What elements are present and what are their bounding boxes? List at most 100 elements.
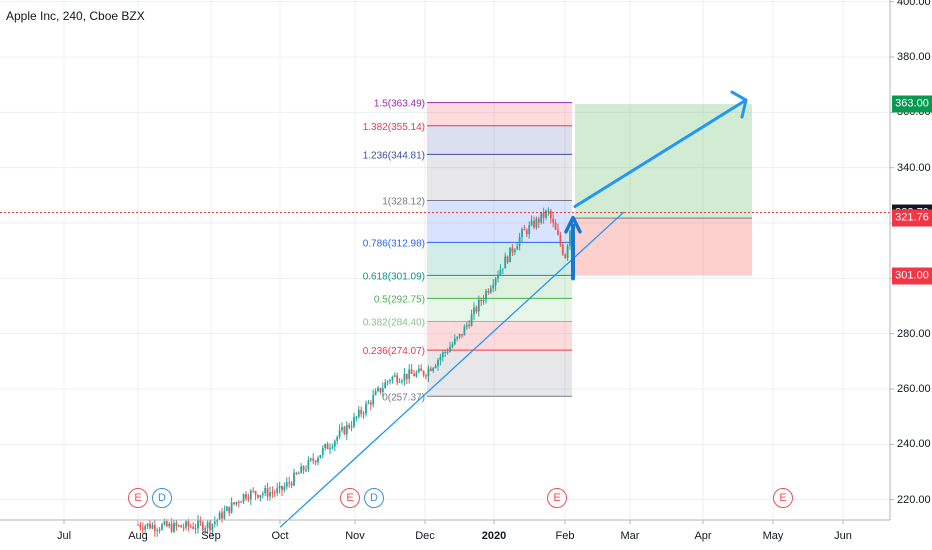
candle-body (569, 230, 571, 246)
y-tick-label: 380.00 (897, 51, 931, 63)
candle-body (513, 249, 516, 253)
candle-body (523, 229, 526, 231)
candle-body (139, 524, 142, 528)
candle-body (432, 367, 435, 371)
candle-body (144, 526, 147, 530)
candle-body (540, 212, 543, 223)
candle-body (566, 245, 569, 258)
candle-body (533, 220, 535, 228)
candle-body (235, 501, 238, 505)
candle-body (405, 373, 408, 379)
candle-body (355, 416, 358, 418)
candle-body (252, 491, 255, 493)
candle-body (475, 307, 478, 312)
candle-body (206, 522, 209, 529)
candle-body (302, 466, 305, 471)
earnings-event-marker[interactable]: E (340, 488, 360, 508)
candle-body (209, 522, 211, 531)
candle-body (439, 357, 442, 361)
candle-body (266, 488, 269, 497)
candle-body (453, 338, 456, 345)
fib-level-label: 0(257.37) (382, 392, 425, 403)
candle-body (535, 218, 538, 228)
y-tick-label: 400.00 (897, 0, 931, 8)
candle-body (218, 512, 221, 520)
candle-body (425, 375, 427, 377)
candle-body (185, 521, 187, 528)
candle-body (381, 388, 384, 393)
candle-body (261, 493, 264, 496)
candle-body (242, 494, 245, 502)
candle-body (545, 210, 547, 218)
candle-body (420, 368, 423, 371)
candle-body (408, 369, 411, 379)
candle-body (389, 380, 391, 382)
fib-zone (427, 200, 572, 243)
candle-body (288, 482, 291, 484)
candle-body (338, 430, 341, 437)
candle-body (326, 443, 329, 450)
candle-body (189, 526, 192, 528)
fib-level-label: 0.618(301.09) (363, 271, 425, 282)
candle-body (449, 347, 451, 352)
y-tick-label: 260.00 (897, 383, 931, 395)
candle-body (415, 372, 418, 377)
x-tick-label: Sep (201, 530, 221, 542)
x-tick-label: Mar (620, 530, 640, 542)
candle-body (305, 469, 307, 471)
candle-body (165, 521, 168, 527)
candle-body (281, 485, 283, 491)
candle-body (437, 360, 439, 366)
projection-arrow[interactable] (573, 98, 748, 209)
candle-body (379, 387, 382, 393)
candle-body (158, 529, 161, 531)
candle-body (237, 501, 240, 503)
earnings-event-marker[interactable]: E (128, 488, 148, 508)
candle-body (487, 291, 490, 293)
candle-body (461, 333, 463, 336)
candle-body (480, 299, 483, 302)
candle-body (221, 512, 223, 519)
candle-body (485, 291, 487, 300)
candle-body (489, 288, 492, 293)
candle-body (410, 369, 413, 374)
candle-body (211, 523, 214, 531)
candle-body (528, 225, 531, 235)
dividend-event-marker[interactable]: D (152, 488, 172, 508)
candle-body (204, 528, 207, 531)
projection-arrow-head (730, 90, 748, 119)
x-tick-label: Jul (56, 530, 72, 542)
candle-body (518, 237, 521, 247)
candle-body (429, 368, 432, 371)
candle-body (441, 352, 444, 358)
candle-body (554, 222, 557, 230)
candle-body (276, 488, 279, 493)
candle-body (216, 519, 219, 522)
fib-level-label: 1.382(355.14) (363, 122, 425, 133)
earnings-event-marker[interactable]: E (547, 488, 567, 508)
trend-line[interactable] (279, 211, 625, 528)
candle-body (329, 447, 331, 450)
candle-body (297, 473, 300, 475)
dividend-event-marker[interactable]: D (364, 488, 384, 508)
candle-body (247, 498, 250, 500)
candle-body (264, 488, 267, 494)
candle-body (182, 527, 185, 529)
candle-body (228, 506, 231, 513)
candle-body (456, 336, 459, 339)
candle-body (254, 491, 257, 495)
candle-body (259, 495, 262, 498)
fib-zone (427, 125, 572, 155)
candle-body (422, 370, 425, 376)
fib-level-label: 0.236(274.07) (363, 346, 425, 357)
candle-body (386, 381, 389, 383)
candle-body (434, 365, 437, 368)
candle-body (168, 523, 171, 527)
candle-body (300, 466, 303, 474)
candle-body (245, 494, 247, 499)
candle-body (151, 524, 154, 529)
candle-body (223, 510, 226, 519)
candle-body (521, 229, 523, 238)
earnings-event-marker[interactable]: E (773, 488, 793, 508)
